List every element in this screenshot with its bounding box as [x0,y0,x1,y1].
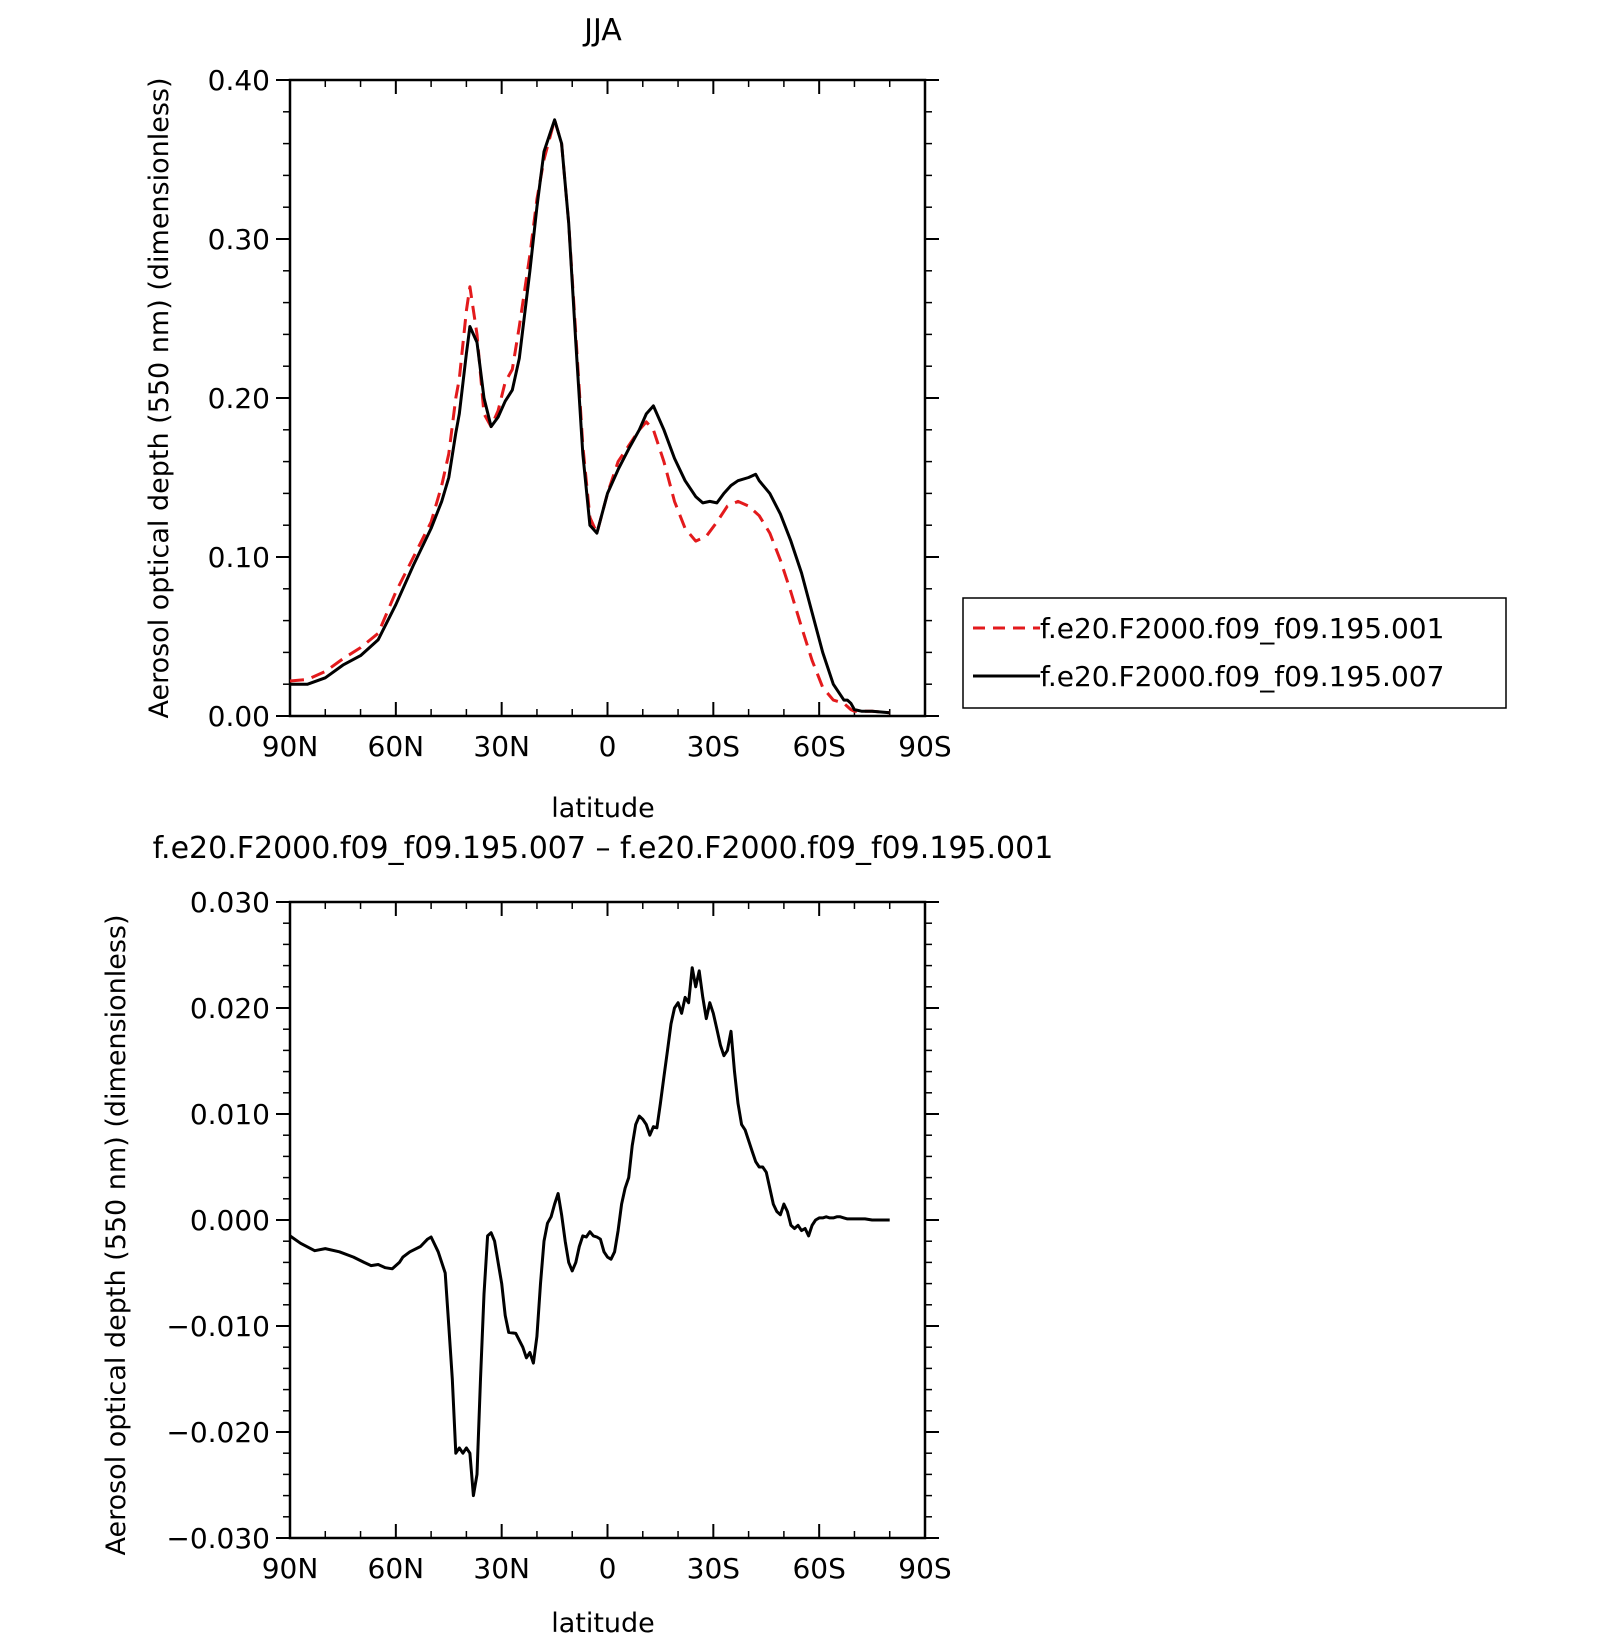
series-line-1 [289,118,890,715]
x-tick-label: 90S [898,730,951,763]
y-tick-label: 0.00 [208,700,270,733]
x-tick-label: 60N [368,730,425,763]
y-tick-label: 0.10 [208,541,270,574]
x-tick-label: 30S [687,1552,740,1585]
y-tick-label: 0.020 [190,992,270,1025]
x-tick-label: 30N [473,1552,530,1585]
bottom-plot-title: f.e20.F2000.f09_f09.195.007 – f.e20.F200… [153,831,1054,866]
top-plot-area: 90N 60N 30N 0 30S 60S 90S 0.00 0.10 0.20 0.30 0.40 [208,64,952,763]
x-tick-label: 60N [368,1552,425,1585]
x-tick-label: 90N [262,1552,319,1585]
x-tick-label: 90S [898,1552,951,1585]
y-tick-label: 0.000 [190,1204,270,1237]
y-tick-label: 0.030 [190,886,270,919]
legend-box [962,597,1507,709]
y-tick-label: −0.030 [166,1522,270,1555]
top-x-axis-label: latitude [551,793,655,824]
x-tick-label: 0 [599,1552,617,1585]
plot-frame-bottom [288,900,927,1540]
x-tick-label: 30S [687,730,740,763]
x-tick-label: 60S [792,730,845,763]
x-tick-label: 30N [473,730,530,763]
x-tick-label: 60S [792,1552,845,1585]
y-tick-label: 0.40 [208,64,270,97]
bottom-y-axis-label: Aerosol optical depth (550 nm) (dimensio… [101,914,132,1555]
series-line-1 [289,966,890,1498]
x-tick-label: 0 [599,730,617,763]
y-tick-label: −0.010 [166,1310,270,1343]
legend-label-series-2: f.e20.F2000.f09_f09.195.007 [1040,660,1444,693]
bottom-plot-area: 90N 60N 30N 0 30S 60S 90S −0.030 −0.020 −0.010 0.0… [166,886,951,1585]
top-y-axis-label: Aerosol optical depth (550 nm) (dimensio… [144,77,175,718]
top-plot-title: JJA [582,13,622,48]
series-line-2 [290,118,890,715]
plot-frame-top [288,78,927,718]
y-tick-label: 0.30 [208,223,270,256]
y-tick-label: 0.010 [190,1098,270,1131]
y-tick-label: −0.020 [166,1416,270,1449]
bottom-x-axis-label: latitude [551,1608,655,1635]
legend-label-series-1: f.e20.F2000.f09_f09.195.001 [1040,612,1444,645]
x-tick-label: 90N [262,730,319,763]
legend: f.e20.F2000.f09_f09.195.001 f.e20.F2000.… [962,597,1507,709]
y-tick-label: 0.20 [208,382,270,415]
